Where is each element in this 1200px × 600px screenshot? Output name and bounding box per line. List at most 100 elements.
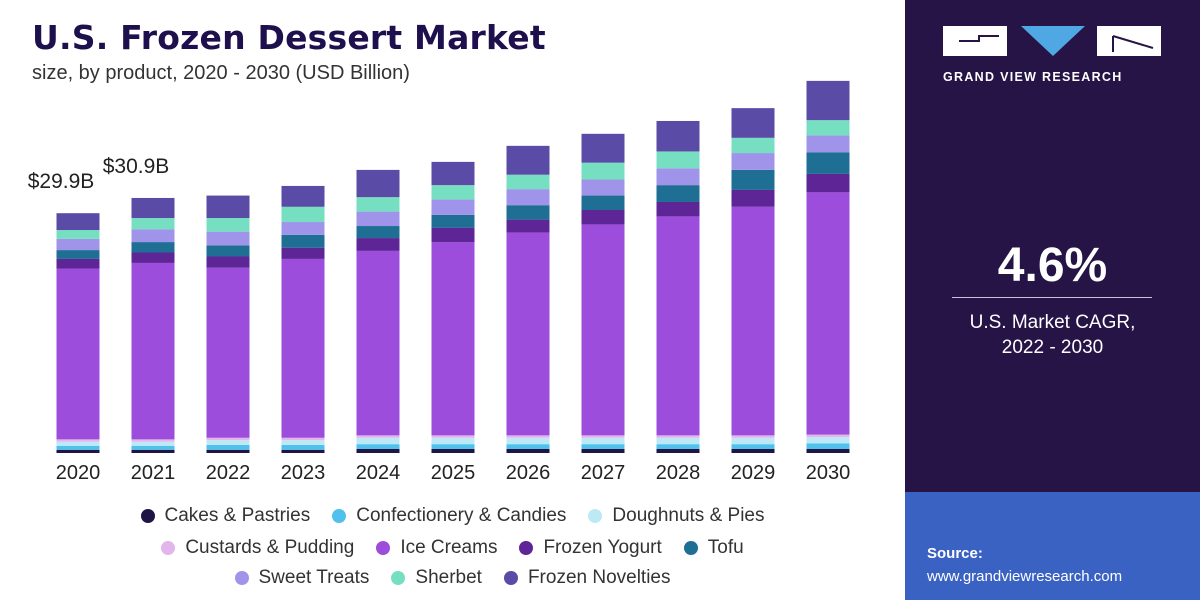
chart-title: U.S. Frozen Dessert Market	[32, 18, 546, 57]
bar-segment-2023-6	[281, 234, 325, 248]
x-tick-label: 2021	[131, 462, 176, 484]
bar-segment-2028-4	[656, 216, 700, 436]
bar-segment-2020-1	[56, 445, 100, 450]
bar-segment-2027-9	[581, 133, 625, 163]
legend-item: Sweet Treats	[234, 567, 370, 589]
bar-segment-2029-0	[731, 448, 775, 453]
legend-swatch	[234, 571, 249, 585]
chart-area: U.S. Frozen Dessert Market size, by prod…	[0, 18, 905, 589]
legend-swatch	[519, 541, 534, 555]
bar-segment-2027-2	[581, 437, 625, 445]
legend-row: Sweet Treats Sherbet Frozen Novelties	[0, 567, 905, 589]
bar-segment-2022-5	[206, 256, 250, 268]
bar-segment-2022-2	[206, 440, 250, 445]
bar-segment-2026-1	[506, 444, 550, 449]
bar-segment-2029-3	[731, 435, 775, 438]
bar-segment-2020-5	[56, 258, 100, 269]
bar-segment-2025-8	[431, 185, 475, 200]
x-tick-label: 2029	[731, 462, 776, 484]
legend-swatch	[332, 509, 347, 523]
legend-swatch	[376, 541, 391, 555]
bar-segment-2022-0	[206, 449, 250, 453]
bar-segment-2020-8	[56, 230, 100, 239]
bar-segment-2024-3	[356, 435, 400, 438]
bar-segment-2022-8	[206, 218, 250, 232]
legend-item: Cakes & Pastries	[140, 505, 310, 527]
legend-label: Tofu	[707, 537, 744, 558]
legend-swatch	[161, 541, 176, 555]
bar-segment-2029-6	[731, 169, 775, 190]
legend-item: Custards & Pudding	[161, 537, 354, 559]
bar-segment-2025-3	[431, 435, 475, 438]
bar-segment-2028-3	[656, 435, 700, 438]
bar-segment-2023-2	[281, 440, 325, 445]
source-link[interactable]: www.grandviewresearch.com	[927, 568, 1123, 585]
bar-segment-2022-7	[206, 231, 250, 246]
bar-segment-2026-4	[506, 232, 550, 436]
bar-segment-2030-4	[806, 192, 850, 435]
side-panel: GRAND VIEW RESEARCH 4.6% U.S. Market CAG…	[905, 0, 1200, 600]
x-tick-label: 2027	[581, 462, 626, 484]
bar-segment-2025-6	[431, 214, 475, 228]
bar-segment-2028-0	[656, 448, 700, 453]
bar-segment-2029-1	[731, 444, 775, 449]
bar-segment-2028-6	[656, 185, 700, 202]
legend-swatch	[503, 571, 518, 585]
legend-label: Sweet Treats	[258, 567, 370, 588]
bar-segment-2025-5	[431, 227, 475, 243]
bar-segment-2023-1	[281, 444, 325, 450]
bar-segment-2020-6	[56, 250, 100, 259]
legend-label: Frozen Yogurt	[543, 537, 662, 558]
bar-segment-2022-1	[206, 444, 250, 450]
legend-label: Ice Creams	[400, 537, 498, 558]
source-box	[905, 492, 1200, 600]
grand-view-research-logo	[943, 26, 1161, 56]
bar-segment-2029-4	[731, 206, 775, 436]
bar-segment-2029-5	[731, 189, 775, 207]
bar-segment-2021-3	[131, 439, 175, 442]
bar-segment-2027-5	[581, 209, 625, 225]
bar-segment-2021-5	[131, 252, 175, 263]
bar-segment-2024-8	[356, 197, 400, 212]
bar-segment-2029-2	[731, 437, 775, 445]
bar-segment-2029-9	[731, 108, 775, 138]
x-tick-label: 2024	[356, 462, 401, 484]
cagr-label-line2: 2022 - 2030	[1001, 337, 1104, 358]
bar-segment-2028-2	[656, 437, 700, 445]
bar-segment-2020-7	[56, 238, 100, 251]
bar-segment-2026-2	[506, 437, 550, 445]
bar-segment-2024-9	[356, 169, 400, 198]
bar-segment-2021-0	[131, 449, 175, 453]
bar-total-label: $29.9B	[28, 170, 95, 193]
bar-segment-2024-1	[356, 444, 400, 449]
bar-segment-2023-0	[281, 449, 325, 453]
bar-segment-2022-4	[206, 267, 250, 438]
bar-segment-2028-8	[656, 151, 700, 169]
bar-segment-2026-9	[506, 145, 550, 175]
chart-subtitle: size, by product, 2020 - 2030 (USD Billi…	[32, 62, 410, 84]
bar-segment-2027-3	[581, 435, 625, 438]
bar-segment-2020-2	[56, 441, 100, 446]
bar-segment-2024-4	[356, 250, 400, 436]
bar-segment-2026-8	[506, 174, 550, 190]
cagr-label-line1: U.S. Market CAGR,	[969, 312, 1136, 333]
x-tick-label: 2022	[206, 462, 251, 484]
bar-segment-2020-0	[56, 449, 100, 453]
legend-label: Doughnuts & Pies	[612, 505, 765, 526]
bar-segment-2024-0	[356, 448, 400, 453]
x-tick-label: 2030	[806, 462, 851, 484]
cagr-label: U.S. Market CAGR, 2022 - 2030	[905, 310, 1200, 360]
bar-segment-2024-6	[356, 226, 400, 239]
stacked-bar-chart: 2020 2021 2022 2023 2024 2025 2026 2027 2028 2029…	[28, 80, 851, 484]
bar-segment-2023-5	[281, 247, 325, 259]
bar-segment-2023-7	[281, 222, 325, 235]
bar-segment-2023-9	[281, 185, 325, 207]
bar-segment-2025-4	[431, 242, 475, 436]
bar-segment-2025-0	[431, 448, 475, 453]
bar-segment-2028-9	[656, 120, 700, 152]
bar-segment-2025-9	[431, 161, 475, 186]
legend-item: Frozen Novelties	[503, 567, 671, 589]
legend-item: Sherbet	[391, 567, 482, 589]
legend-label: Sherbet	[415, 567, 482, 588]
bar-segment-2022-9	[206, 195, 250, 219]
